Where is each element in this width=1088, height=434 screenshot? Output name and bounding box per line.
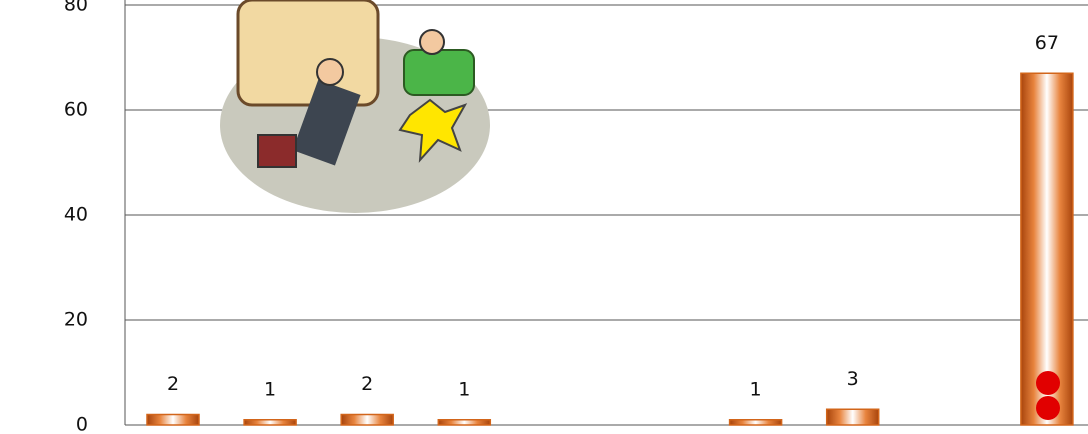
bar <box>438 420 490 425</box>
value-label: 2 <box>361 373 373 395</box>
illustration <box>220 0 490 213</box>
bar <box>244 420 296 425</box>
y-tick-label: 80 <box>64 0 88 16</box>
y-tick-label: 0 <box>76 414 88 434</box>
value-label: 1 <box>750 378 762 400</box>
value-label: 1 <box>264 378 276 400</box>
bar <box>147 415 199 426</box>
value-label: 3 <box>847 368 859 390</box>
bar <box>341 415 393 426</box>
y-tick-label: 20 <box>64 309 88 331</box>
y-tick-label: 60 <box>64 99 88 121</box>
value-label: 1 <box>458 378 470 400</box>
value-label: 2 <box>167 373 179 395</box>
chart: 0 20 40 60 80 2 1 2 1 1 3 67 <box>0 0 1088 434</box>
y-tick-label: 40 <box>64 204 88 226</box>
bar <box>730 420 782 425</box>
value-label: 67 <box>1035 32 1059 54</box>
bar <box>827 409 879 425</box>
